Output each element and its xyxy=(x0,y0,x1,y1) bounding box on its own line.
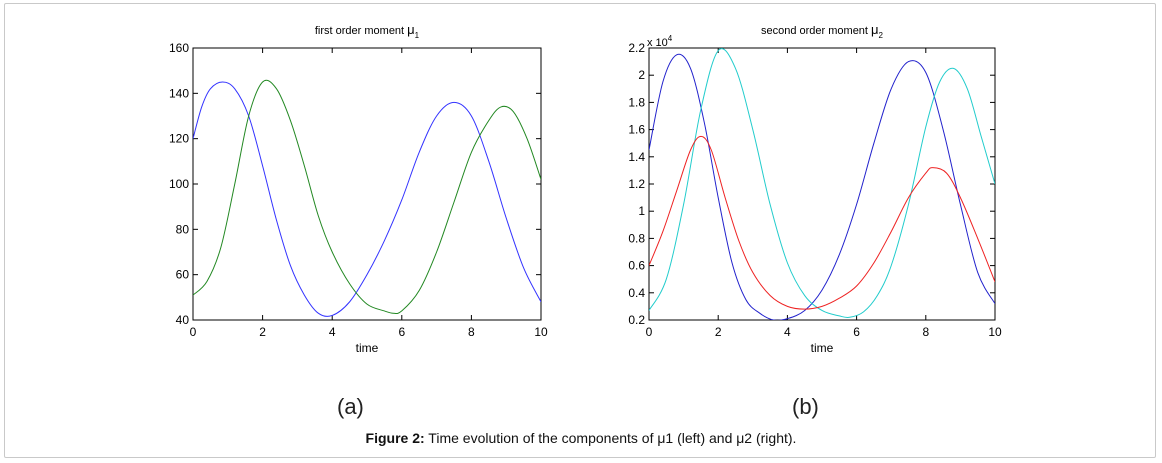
x-tick-label: 0 xyxy=(190,325,197,339)
y-tick-label: 2 xyxy=(638,68,645,82)
plot-area xyxy=(648,47,996,321)
y-tick-label: 0.6 xyxy=(628,259,645,273)
chart-title: first order moment μ1 xyxy=(315,22,420,40)
plot-area xyxy=(192,47,542,321)
y-tick-label: 40 xyxy=(176,313,190,327)
y-tick-label: 140 xyxy=(169,86,189,100)
y-tick-label: 120 xyxy=(169,132,189,146)
x-tick-label: 10 xyxy=(988,325,1002,339)
y-tick-label: 60 xyxy=(176,268,190,282)
y-tick-label: 1.4 xyxy=(628,150,645,164)
chart-second-order-moment: 0.2 0.4 0.6 0.8 1 1.2 1.4 1.6 1.8 2 2.2 0 2 4 6 8 10 seco… xyxy=(628,22,1002,355)
y-exponent-label: x 104 xyxy=(647,34,673,49)
y-tick-label: 80 xyxy=(176,222,190,236)
x-tick-label: 4 xyxy=(329,325,336,339)
series-line-2 xyxy=(193,79,541,314)
chart-first-order-moment: 40 60 80 100 120 140 160 0 2 4 6 8 10 first order mom… xyxy=(169,22,548,355)
y-tick-label: 1.6 xyxy=(628,123,645,137)
x-axis-label: time xyxy=(811,341,834,355)
series-line-2 xyxy=(649,48,995,319)
x-tick-label: 10 xyxy=(534,325,548,339)
x-tick-label: 2 xyxy=(259,325,266,339)
chart-title: second order moment μ2 xyxy=(761,22,884,40)
x-tick-label: 6 xyxy=(398,325,405,339)
x-tick-label: 4 xyxy=(784,325,791,339)
x-tick-label: 6 xyxy=(853,325,860,339)
panel-label-b: (b) xyxy=(792,394,819,419)
panel-label-a: (a) xyxy=(337,394,364,419)
series-line-1 xyxy=(193,81,541,317)
y-tick-label: 1.2 xyxy=(628,177,645,191)
caption-text: Time evolution of the components of μ1 (… xyxy=(424,430,797,446)
y-tick-label: 0.2 xyxy=(628,313,645,327)
y-tick-label: 0.4 xyxy=(628,286,645,300)
y-tick-label: 1 xyxy=(638,204,645,218)
x-tick-label: 0 xyxy=(646,325,653,339)
x-tick-label: 8 xyxy=(468,325,475,339)
x-tick-label: 2 xyxy=(715,325,722,339)
caption-label: Figure 2: xyxy=(365,430,425,446)
figure-caption: Figure 2: Time evolution of the componen… xyxy=(0,430,1162,446)
y-tick-label: 160 xyxy=(169,41,189,55)
x-axis-label: time xyxy=(356,341,379,355)
series-line-1 xyxy=(649,53,995,320)
figure-frame xyxy=(4,3,1156,458)
y-tick-label: 2.2 xyxy=(628,41,645,55)
series-line-3 xyxy=(649,135,995,310)
y-tick-label: 0.8 xyxy=(628,231,645,245)
y-tick-label: 1.8 xyxy=(628,95,645,109)
y-tick-label: 100 xyxy=(169,177,189,191)
x-tick-label: 8 xyxy=(922,325,929,339)
